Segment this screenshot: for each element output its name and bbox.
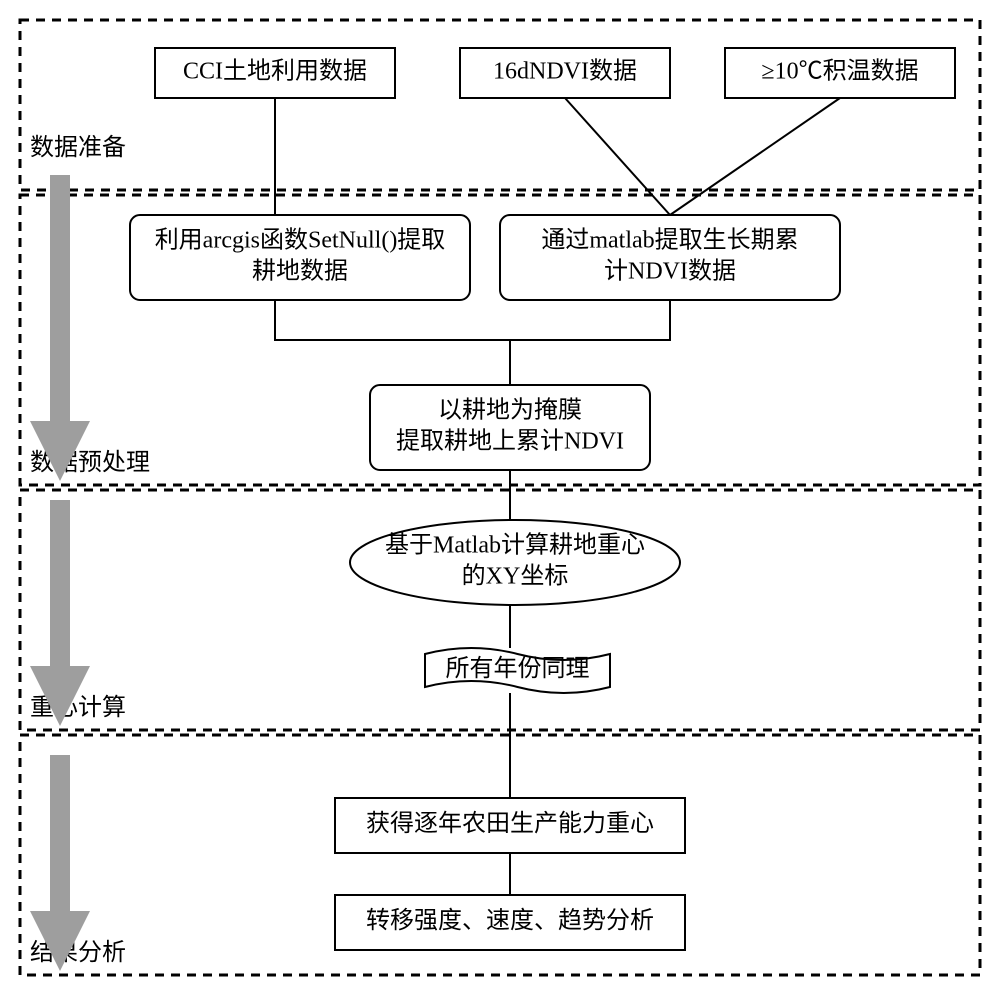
edge: [565, 98, 670, 215]
node-text: 转移强度、速度、趋势分析: [366, 907, 654, 934]
node-text: ≥10℃积温数据: [761, 58, 918, 85]
node-text: 计NDVI数据: [604, 258, 736, 285]
node-text: 基于Matlab计算耕地重心: [385, 531, 645, 558]
section-box: [20, 20, 980, 190]
section-label: 重心计算: [30, 694, 126, 721]
node-text: CCI土地利用数据: [183, 58, 367, 85]
node-text: 利用arcgis函数SetNull()提取: [155, 226, 446, 253]
section-label: 数据预处理: [30, 449, 150, 476]
node-text: 以耕地为掩膜: [438, 396, 582, 423]
section-label: 数据准备: [30, 134, 126, 161]
node-text: 获得逐年农田生产能力重心: [366, 810, 654, 837]
node-text: 提取耕地上累计NDVI: [396, 428, 624, 455]
node-text: 耕地数据: [252, 258, 348, 285]
flowchart-diagram: 数据准备数据预处理重心计算结果分析 CCI土地利用数据 16dNDVI数据 ≥10℃积…: [0, 0, 1000, 993]
section-label: 结果分析: [30, 939, 126, 966]
node-text: 通过matlab提取生长期累: [541, 226, 798, 253]
node-text: 的XY坐标: [462, 563, 569, 590]
node-text: 16dNDVI数据: [493, 58, 637, 85]
edge: [670, 98, 840, 215]
node-text: 所有年份同理: [446, 655, 590, 682]
edge: [275, 300, 670, 340]
